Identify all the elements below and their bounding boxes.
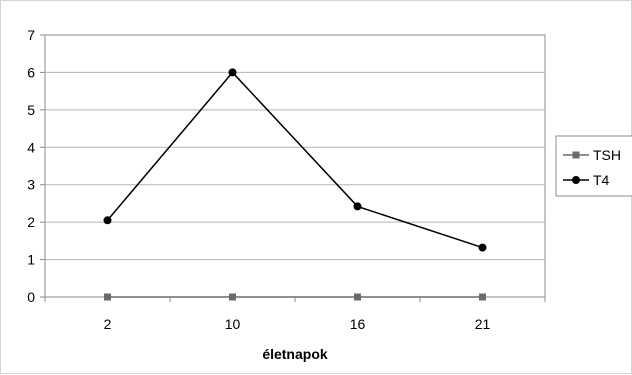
- data-point-t4: [478, 243, 487, 252]
- y-tick-label: 0: [27, 289, 35, 305]
- legend-box: [555, 135, 632, 197]
- legend-item-t4: T4: [563, 172, 610, 188]
- y-tick-label: 5: [27, 102, 35, 118]
- x-axis-ticks: 2 10 16 21: [44, 297, 546, 332]
- y-axis-ticks: 0 1 2 3 4 5 6 7: [27, 27, 45, 305]
- legend-label-tsh: TSH: [593, 147, 621, 163]
- x-tick-label: 2: [104, 316, 112, 332]
- data-point-t4: [353, 202, 362, 211]
- data-point-tsh: [354, 293, 361, 301]
- series-layer: [103, 68, 487, 301]
- x-tick-label: 21: [475, 316, 491, 332]
- x-tick-label: 16: [350, 316, 366, 332]
- y-tick-label: 7: [27, 27, 35, 43]
- data-point-tsh: [104, 293, 111, 301]
- y-tick-label: 4: [27, 139, 35, 155]
- data-point-tsh: [229, 293, 236, 301]
- legend: TSH T4: [555, 135, 632, 197]
- series-t4: [103, 68, 487, 252]
- data-point-t4: [228, 68, 237, 77]
- legend-marker-t4: [572, 176, 580, 184]
- x-tick-label: 10: [225, 316, 241, 332]
- y-tick-label: 3: [27, 177, 35, 193]
- y-tick-label: 2: [27, 214, 35, 230]
- legend-item-tsh: TSH: [563, 147, 621, 163]
- x-axis-title: életnapok: [262, 346, 328, 362]
- y-tick-label: 1: [27, 252, 35, 268]
- data-point-tsh: [479, 293, 486, 301]
- y-tick-label: 6: [27, 64, 35, 80]
- series-line-t4: [106, 71, 483, 249]
- data-point-t4: [103, 216, 112, 225]
- legend-marker-tsh: [572, 151, 580, 159]
- gridlines: [45, 71, 545, 261]
- series-tsh: [104, 293, 486, 301]
- legend-label-t4: T4: [593, 172, 610, 188]
- plot-area: [44, 34, 546, 298]
